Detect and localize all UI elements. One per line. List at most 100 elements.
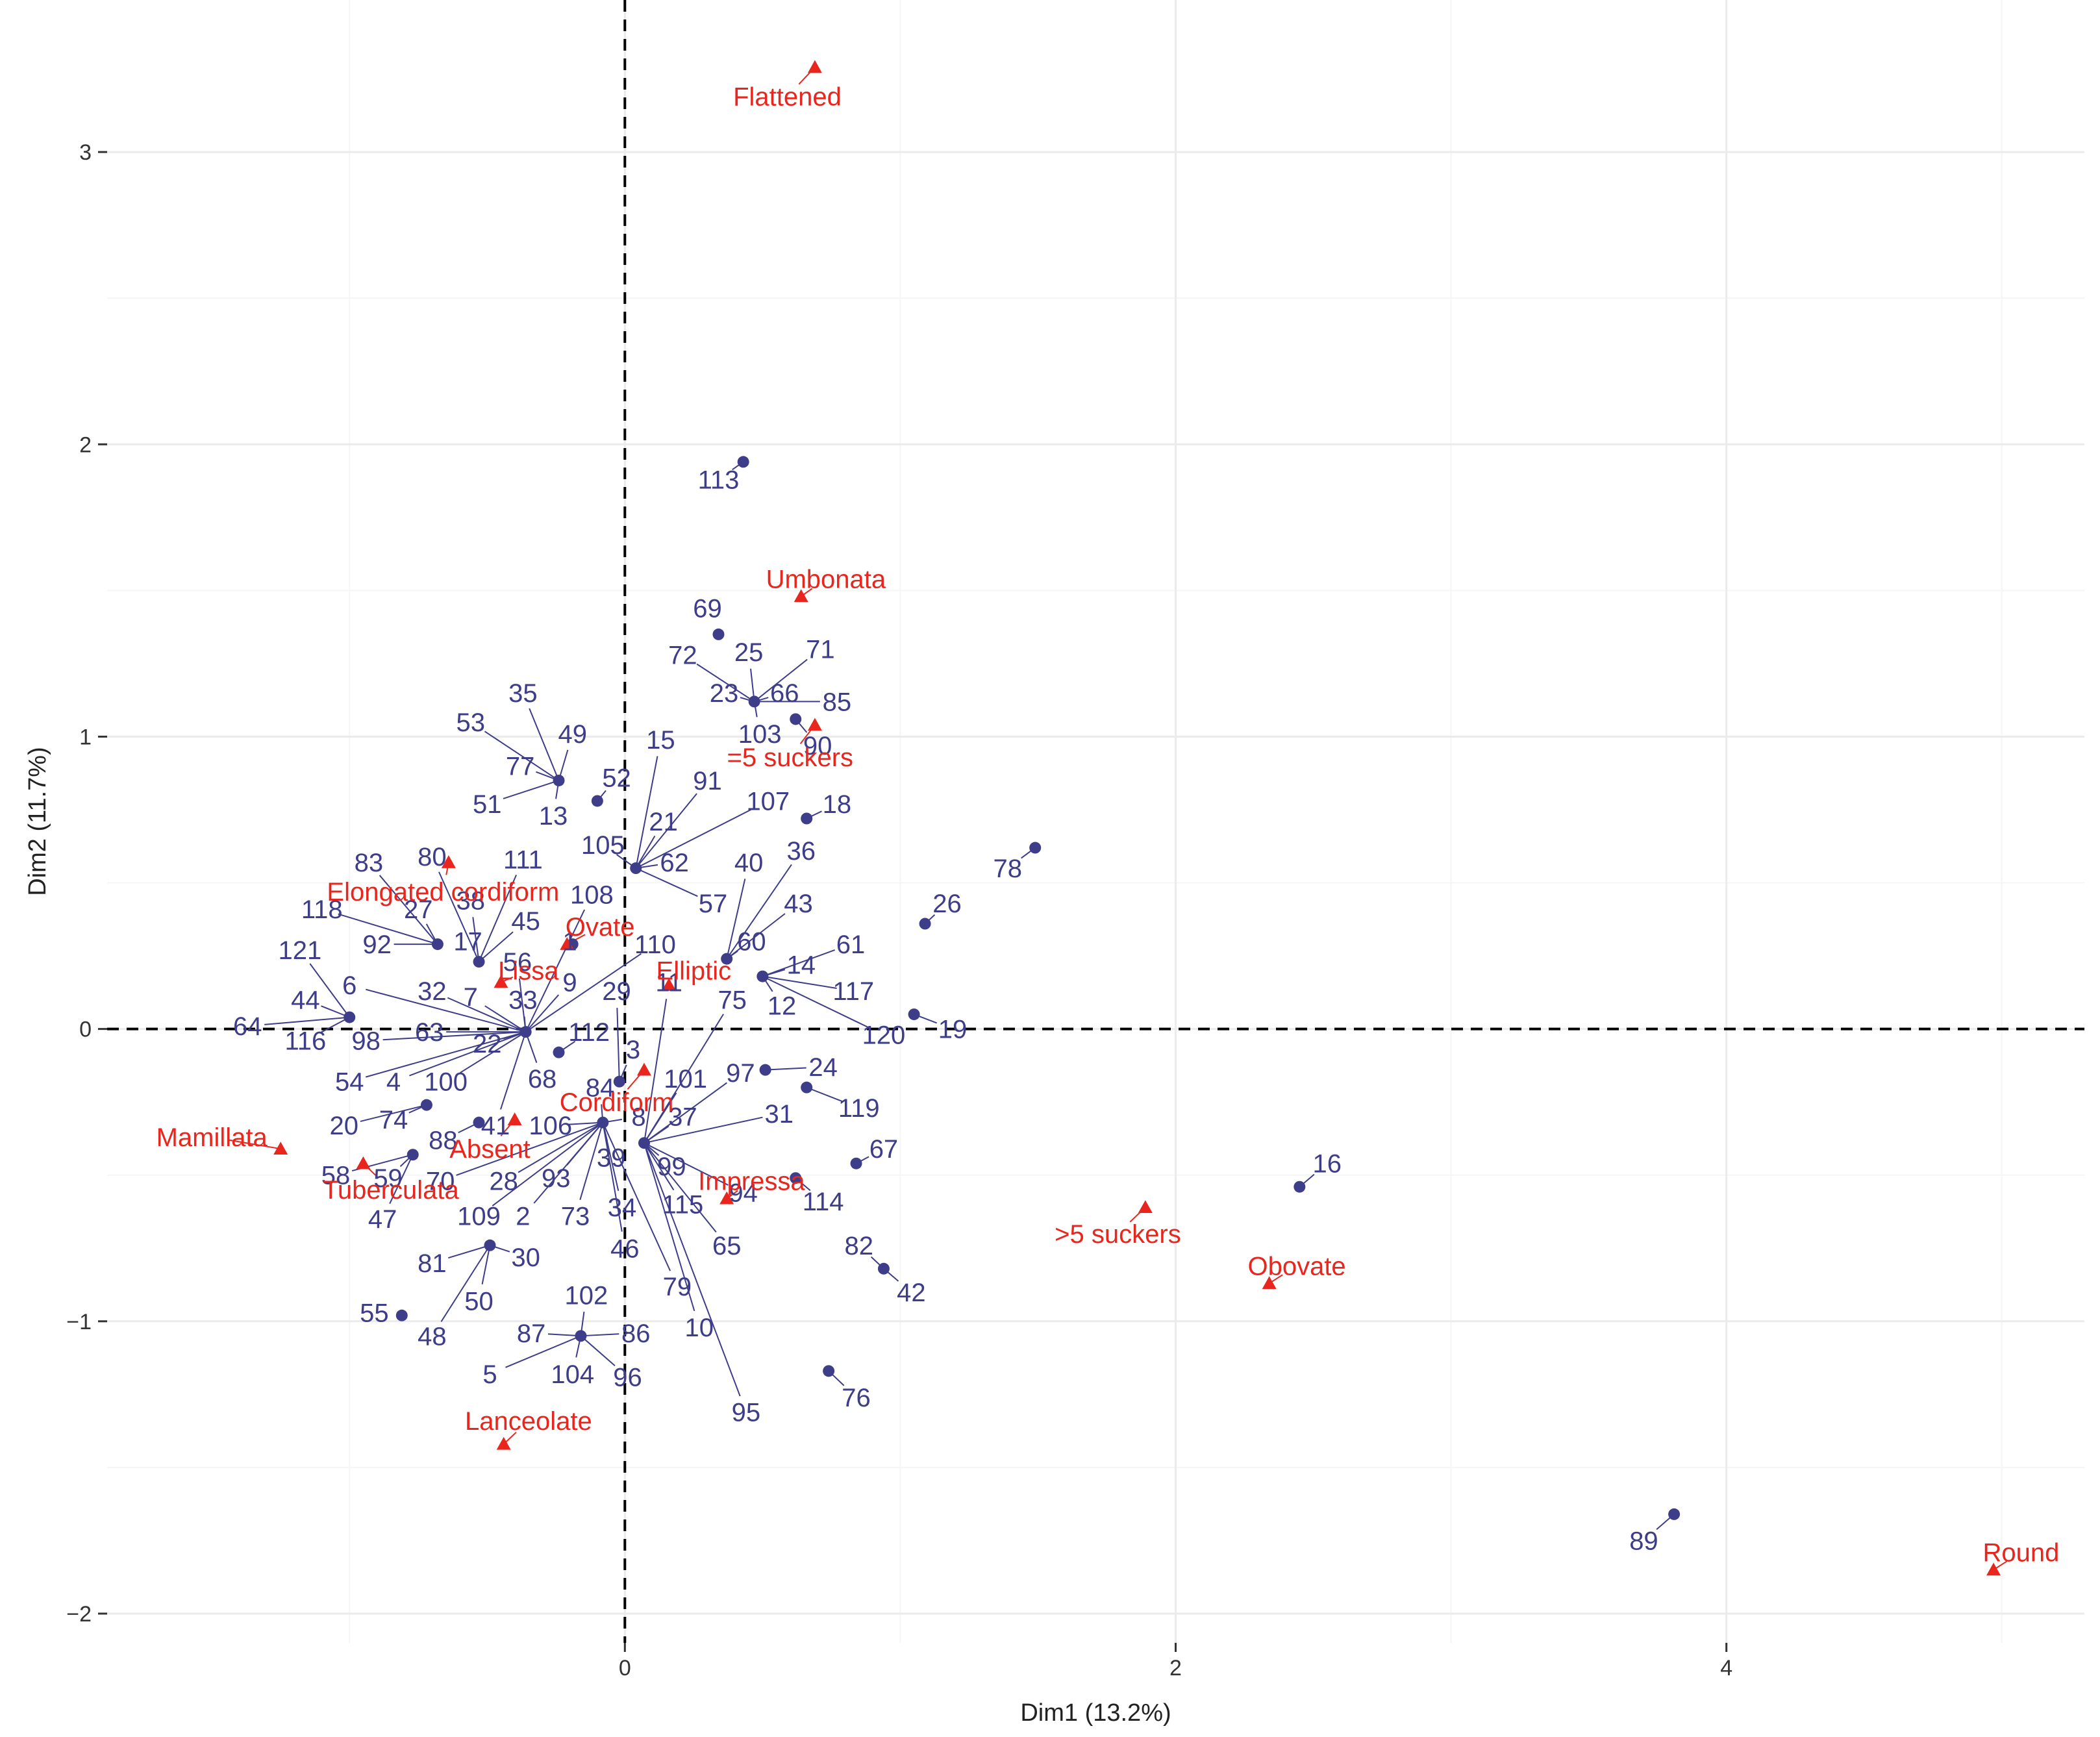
variable-label: =5 suckers [727, 744, 853, 772]
individual-point [908, 1008, 920, 1021]
individual-point [850, 1157, 862, 1169]
individual-connector [644, 1142, 729, 1186]
individual-label: 37 [668, 1103, 697, 1132]
individual-label: 53 [456, 708, 486, 737]
variable-point [507, 1112, 522, 1125]
individual-connector [440, 1245, 491, 1322]
individual-label: 54 [335, 1068, 364, 1097]
y-tick-label: 0 [79, 1018, 92, 1042]
y-tick-label: 2 [79, 432, 92, 457]
individual-connector [309, 963, 351, 1018]
individual-connector [644, 1142, 717, 1233]
individual-connector [566, 1122, 604, 1166]
individual-label: 103 [738, 720, 782, 749]
variable-label: Elongated cordiform [327, 878, 559, 906]
individual-connector [478, 875, 518, 962]
individual-label: 112 [568, 1018, 610, 1047]
variable-label: Cordiform [560, 1088, 674, 1117]
individual-connector [579, 1122, 604, 1201]
individual-label: 35 [508, 679, 538, 708]
individual-label: 43 [784, 890, 813, 918]
individual-label: 109 [457, 1203, 501, 1231]
individual-label: 27 [404, 895, 433, 924]
individual-label: 66 [770, 679, 799, 708]
variable-point [1986, 1562, 2001, 1576]
individual-label: 10 [685, 1314, 714, 1342]
major-gridlines [107, 0, 2084, 1643]
individual-connector [635, 835, 656, 869]
individual-label: 108 [570, 881, 614, 910]
individual-connector [529, 708, 560, 781]
individual-label: 34 [608, 1193, 637, 1222]
variable-point [662, 978, 677, 991]
variable-connector [228, 1139, 281, 1150]
individual-point [1668, 1508, 1681, 1520]
individual-label: 1 [562, 928, 577, 956]
individual-connector [505, 1335, 581, 1368]
individual-label: 113 [698, 466, 740, 494]
individual-label: 116 [284, 1027, 326, 1056]
individual-connector [635, 868, 698, 897]
individual-point [406, 1149, 419, 1161]
individual-label: 99 [657, 1153, 686, 1181]
individual-label: 47 [368, 1205, 397, 1234]
variable-label: Elliptic [656, 957, 732, 986]
individual-label: 79 [663, 1273, 692, 1301]
individual-label: 52 [602, 764, 631, 792]
individual-label: 4 [386, 1068, 401, 1097]
variable-point [356, 1156, 371, 1169]
minor-gridlines [107, 0, 2084, 1643]
variable-point [794, 589, 808, 603]
individual-label: 101 [664, 1065, 707, 1093]
individual-label: 42 [897, 1279, 926, 1307]
x-tick-label: 4 [1720, 1656, 1732, 1681]
variable-label: Obovate [1247, 1252, 1345, 1281]
variable-label: >5 suckers [1055, 1220, 1181, 1249]
y-axis-title: Dim2 (11.7%) [24, 747, 51, 895]
variable-point [807, 60, 822, 73]
individual-connector [484, 731, 560, 781]
individual-connector [456, 1121, 603, 1176]
individual-label: 63 [415, 1018, 444, 1047]
individual-label: 84 [586, 1074, 615, 1103]
individual-label: 82 [845, 1232, 874, 1260]
individual-label: 21 [649, 808, 678, 836]
individual-label: 24 [808, 1053, 838, 1082]
individual-label: 58 [321, 1162, 351, 1190]
individual-label: 44 [291, 986, 320, 1015]
individual-label: 95 [732, 1398, 761, 1427]
individual-label: 100 [424, 1068, 468, 1097]
individual-point [721, 953, 733, 965]
individual-label: 85 [823, 688, 852, 716]
individual-point [484, 1239, 496, 1251]
individual-label: 111 [503, 846, 543, 875]
individual-label: 70 [426, 1168, 455, 1196]
individual-label: 15 [646, 726, 675, 755]
reference-lines [107, 0, 2084, 1643]
individual-connector [765, 1067, 806, 1071]
individual-point [801, 1081, 813, 1093]
individual-label: 72 [668, 641, 697, 669]
variable-point [273, 1142, 288, 1155]
individual-label: 33 [508, 986, 538, 1015]
individual-label: 107 [746, 787, 790, 816]
individual-label: 61 [836, 931, 866, 959]
individual-label: 38 [456, 887, 486, 916]
individual-label: 78 [994, 855, 1023, 883]
individual-label: 46 [610, 1234, 640, 1263]
individual-label: 13 [539, 802, 568, 831]
individual-point [712, 628, 725, 640]
individual-connector [580, 1335, 616, 1366]
individual-point [395, 1309, 408, 1321]
individual-label: 104 [551, 1360, 594, 1389]
individual-label: 93 [542, 1164, 571, 1193]
individual-label: 8 [631, 1103, 645, 1132]
individual-point [877, 1262, 890, 1275]
individual-label: 117 [832, 977, 874, 1006]
individual-label: 29 [602, 977, 631, 1006]
individual-label: 12 [768, 992, 797, 1021]
individual-connector [525, 909, 586, 1032]
individual-connector [360, 1104, 427, 1122]
individual-label: 92 [362, 931, 392, 959]
